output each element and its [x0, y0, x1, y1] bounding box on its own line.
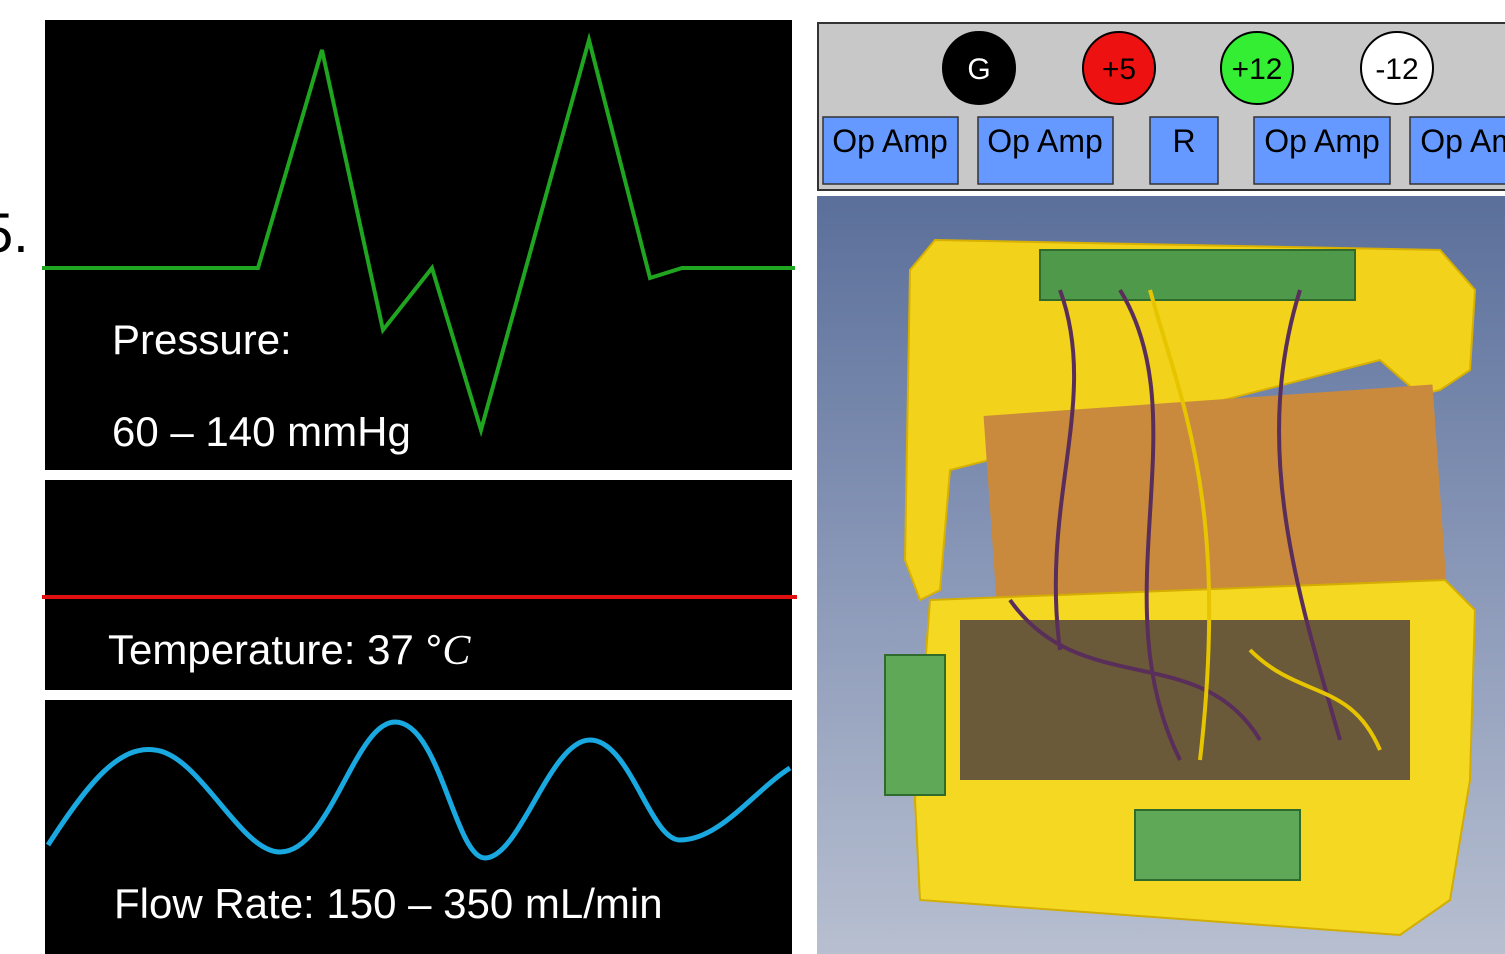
figure: 5. Pressure: 60 – 140 mmHg Temperature: … [0, 0, 1505, 954]
temperature-unit: C [442, 628, 471, 674]
terminal-block [1040, 250, 1355, 300]
component-label: Op Amp [987, 123, 1103, 159]
flow-label: Flow Rate: 150 – 350 mL/min [114, 880, 663, 927]
wiring [960, 620, 1410, 780]
component-label: Op Amp [1420, 123, 1505, 159]
rail-label: +5 [1102, 53, 1136, 86]
component-label: Op Amp [832, 123, 948, 159]
pressure-label: Pressure: [112, 316, 292, 363]
temperature-label: Temperature: 37 °C [108, 626, 471, 674]
rail-label: G [967, 53, 990, 86]
pressure-panel [43, 18, 794, 472]
temperature-text: Temperature: 37 ° [108, 626, 442, 673]
rail-label: -12 [1375, 53, 1418, 86]
page: 5. Pressure: 60 – 140 mmHg Temperature: … [0, 0, 1505, 954]
pressure-range: 60 – 140 mmHg [112, 408, 411, 455]
component-label: Op Amp [1264, 123, 1380, 159]
device-photo [817, 196, 1505, 954]
perfboard [984, 385, 1447, 616]
figure-label: 5. [0, 201, 29, 264]
terminal-block [1135, 810, 1300, 880]
circuit-strip: G +5 +12 -12 Op Amp Op Amp R Op Amp Op A… [818, 23, 1505, 190]
terminal-block [885, 655, 945, 795]
component-label: R [1172, 123, 1195, 159]
rail-label: +12 [1232, 53, 1283, 86]
